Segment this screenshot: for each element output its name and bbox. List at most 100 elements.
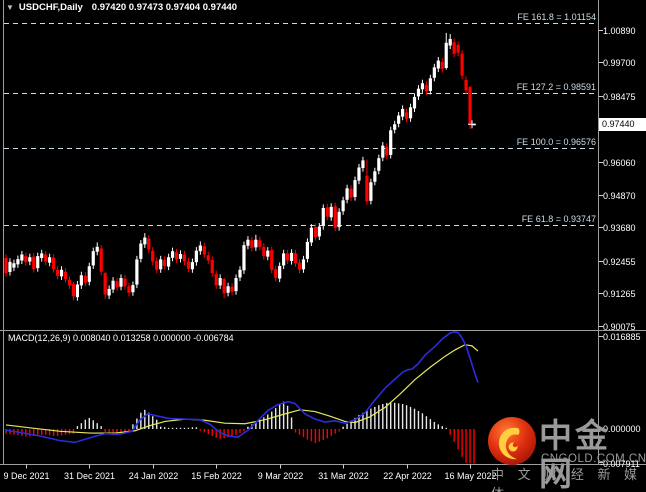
candle-body (4, 258, 8, 274)
candle-body (369, 182, 373, 201)
fib-label: FE 61.8 = 0.93747 (521, 213, 596, 224)
candle-body (206, 255, 210, 261)
candle-body (147, 238, 151, 250)
candle-body (75, 284, 79, 298)
candle-body (285, 253, 290, 261)
candle-body (297, 262, 302, 270)
candle-body (182, 254, 187, 262)
candle-body (408, 107, 413, 119)
candle-body (123, 278, 127, 287)
candle-body (373, 171, 377, 182)
candle-body (412, 96, 417, 109)
candle-body (210, 259, 214, 274)
candle-body (428, 78, 432, 91)
candle-body (464, 79, 468, 91)
candle-body (159, 259, 163, 270)
chevron-down-icon[interactable]: ▼ (6, 3, 14, 12)
candle-body (345, 188, 349, 200)
candle-body (397, 115, 401, 124)
candle-body (167, 257, 171, 267)
candle-body (468, 87, 472, 125)
candle-body (214, 274, 218, 286)
candle-body (99, 248, 103, 272)
candle-body (289, 252, 294, 262)
candle-body (444, 42, 448, 68)
candle-body (448, 38, 452, 46)
candle-body (107, 288, 111, 296)
current-price-badge: 0.97440 (599, 118, 646, 131)
candle-body (155, 261, 159, 270)
candle-body (87, 266, 91, 282)
candle-body (381, 145, 385, 158)
candle-body (127, 286, 131, 293)
price-tick-label: 0.94870 (603, 190, 636, 201)
fib-extension-lines[interactable] (4, 23, 598, 226)
candle-body (440, 61, 444, 70)
candle-body (377, 158, 381, 171)
candle-body (242, 245, 246, 271)
candlestick-series (4, 32, 476, 301)
candle-body (44, 254, 48, 262)
candle-body (325, 207, 329, 217)
candle-body (460, 53, 464, 76)
candle-body (95, 246, 99, 252)
candle-body (234, 278, 238, 292)
candle-body (40, 253, 44, 259)
price-scale[interactable] (599, 30, 603, 463)
candle-body (317, 226, 321, 237)
candle-body (254, 239, 258, 248)
candle-body (190, 262, 195, 270)
candle-body (258, 240, 262, 247)
candle-body (401, 108, 405, 117)
candle-body (36, 256, 40, 269)
candle-body (67, 279, 72, 286)
candle-body (222, 279, 226, 294)
price-tick-label: 0.92455 (603, 256, 636, 267)
time-tick-label: 31 Dec 2021 (63, 471, 116, 481)
candle-body (131, 285, 135, 293)
candle-body (266, 250, 270, 257)
ohlc-quotes-label: 0.97420 0.97473 0.97404 0.97440 (91, 2, 238, 13)
symbol-period-label: USDCHF,Daily (18, 2, 83, 13)
time-tick-label: 9 Mar 2022 (257, 471, 304, 481)
candle-body (79, 275, 83, 286)
candle-body (274, 269, 278, 279)
candle-body (452, 42, 456, 54)
candle-body (361, 160, 365, 169)
time-tick-label: 16 May 2022 (444, 471, 497, 481)
time-tick-label: 9 Dec 2021 (3, 471, 50, 481)
candle-body (71, 284, 76, 297)
cngold-logo (488, 417, 536, 465)
fib-label: FE 127.2 = 0.98591 (516, 81, 596, 92)
candle-body (230, 286, 234, 292)
watermark-tagline-text: 中 文 财 经 新 媒 体 (491, 467, 643, 492)
candle-body (416, 88, 421, 97)
candle-body (246, 239, 250, 246)
candle-body (119, 278, 123, 287)
candle-body (163, 259, 167, 266)
fib-label: FE 100.0 = 0.96576 (516, 136, 596, 147)
candle-body (151, 250, 155, 262)
macd-histogram (5, 401, 475, 464)
candle-body (170, 251, 175, 258)
candle-body (309, 227, 313, 243)
candle-body (424, 84, 429, 92)
candle-body (186, 261, 191, 269)
macd-main (5, 331, 479, 444)
candle-body (24, 256, 28, 263)
candle-body (329, 206, 333, 218)
macd-indicator-label: MACD(12,26,9) 0.008040 0.013258 0.000000… (8, 333, 234, 343)
candle-body (103, 273, 107, 295)
candle-body (250, 240, 254, 248)
chart-title-bar: ▼ USDCHF,Daily 0.97420 0.97473 0.97404 0.9… (6, 2, 237, 13)
candle-body (293, 253, 298, 264)
price-tick-label: 1.00890 (603, 25, 636, 36)
price-tick-label: 0.96060 (603, 157, 636, 168)
candle-body (365, 175, 369, 202)
candle-body (278, 265, 282, 279)
candle-body (282, 253, 286, 266)
time-scale[interactable] (26, 464, 471, 469)
candle-body (218, 278, 222, 286)
